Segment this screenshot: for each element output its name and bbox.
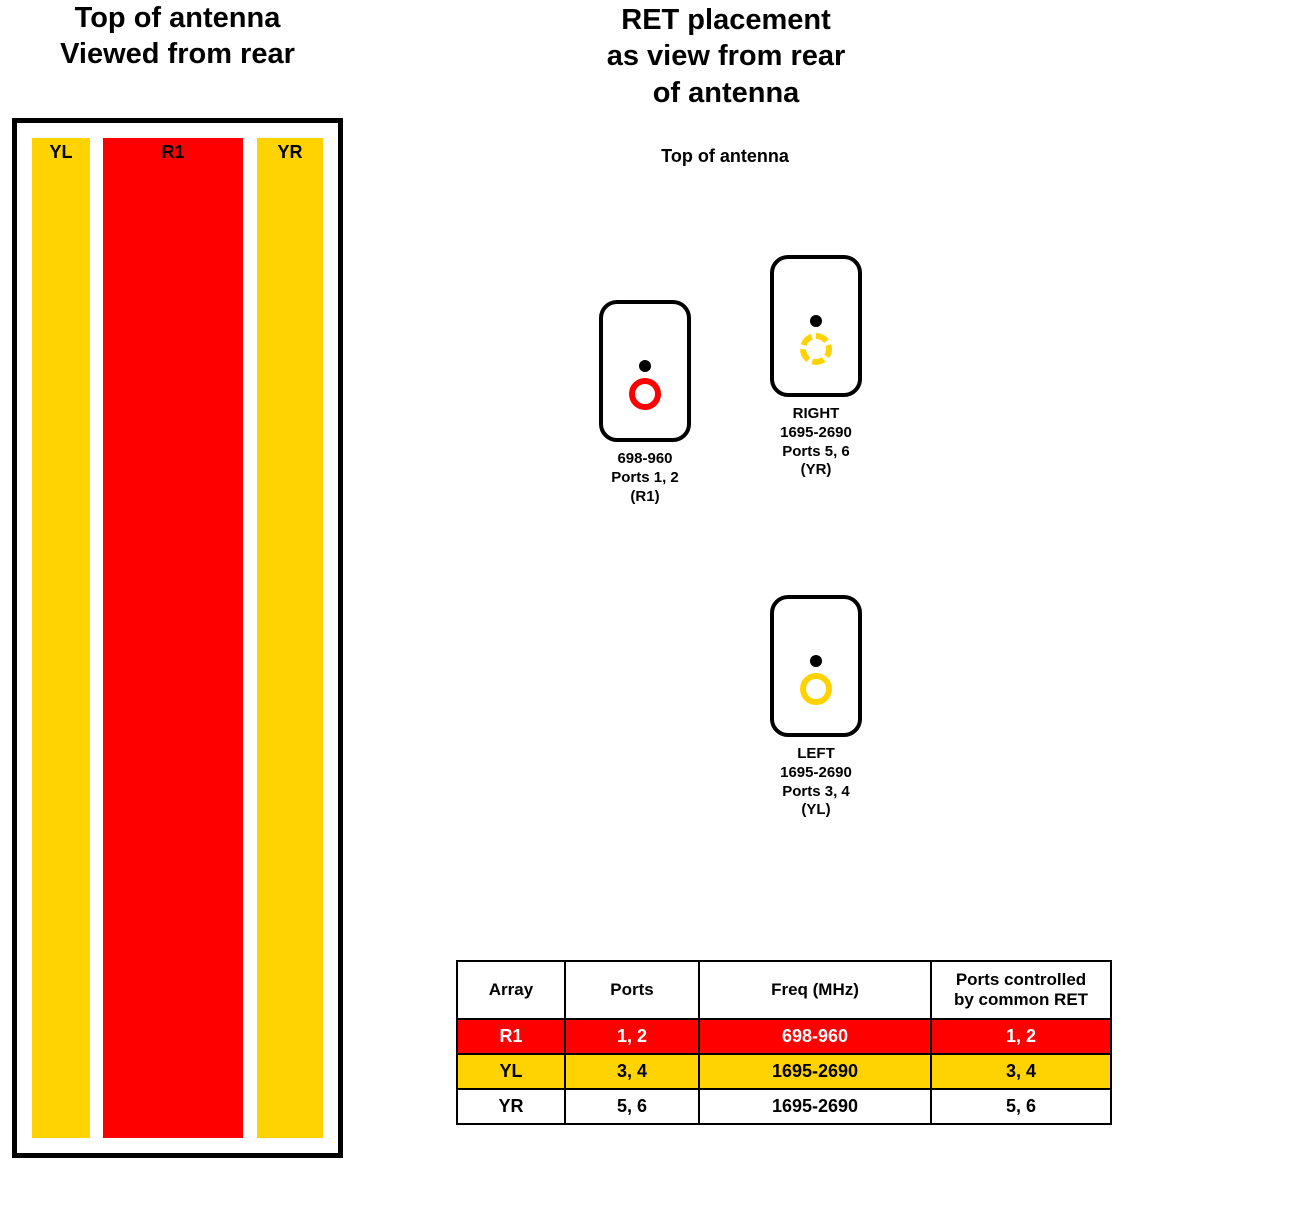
left-title: Top of antennaViewed from rear xyxy=(0,0,355,73)
ret-ring-icon xyxy=(800,673,832,705)
antenna-column-yl: YL xyxy=(32,138,90,1138)
ret-dot-icon xyxy=(810,655,822,667)
antenna-column-yr: YR xyxy=(257,138,323,1138)
ret-dot-icon xyxy=(810,315,822,327)
table-cell: 1, 2 xyxy=(565,1019,699,1054)
ret-label-r1: 698-960Ports 1, 2(R1) xyxy=(565,450,725,506)
ret-ring-icon xyxy=(629,378,661,410)
ret-module-r1 xyxy=(599,300,691,442)
table-cell: 3, 4 xyxy=(565,1054,699,1089)
table-cell: 5, 6 xyxy=(565,1089,699,1124)
array-table: ArrayPortsFreq (MHz)Ports controlledby c… xyxy=(456,960,1112,1125)
table-cell: YL xyxy=(457,1054,565,1089)
table-header: Freq (MHz) xyxy=(699,961,931,1019)
table-header: Ports controlledby common RET xyxy=(931,961,1111,1019)
right-title-text: RET placementas view from rearof antenna xyxy=(607,4,846,109)
table-cell: 5, 6 xyxy=(931,1089,1111,1124)
table-row: YR5, 61695-26905, 6 xyxy=(457,1089,1111,1124)
table-header: Ports xyxy=(565,961,699,1019)
ret-module-yr xyxy=(770,255,862,397)
antenna-column-r1: R1 xyxy=(103,138,243,1138)
ret-label-yl: LEFT1695-2690Ports 3, 4(YL) xyxy=(736,745,896,820)
antenna-rear-view: YLR1YR xyxy=(12,118,343,1158)
table-cell: 698-960 xyxy=(699,1019,931,1054)
table-cell: 1695-2690 xyxy=(699,1089,931,1124)
table-cell: 1695-2690 xyxy=(699,1054,931,1089)
ret-dot-icon xyxy=(639,360,651,372)
table-cell: 1, 2 xyxy=(931,1019,1111,1054)
table-cell: R1 xyxy=(457,1019,565,1054)
table-row: YL3, 41695-26903, 4 xyxy=(457,1054,1111,1089)
ret-ring-icon xyxy=(800,333,832,365)
ret-module-yl xyxy=(770,595,862,737)
top-of-antenna-label: Top of antenna xyxy=(560,145,890,168)
table-cell: YR xyxy=(457,1089,565,1124)
table-header: Array xyxy=(457,961,565,1019)
table-row: R11, 2698-9601, 2 xyxy=(457,1019,1111,1054)
table-cell: 3, 4 xyxy=(931,1054,1111,1089)
right-title: RET placementas view from rearof antenna xyxy=(446,2,1006,111)
left-title-text: Top of antennaViewed from rear xyxy=(60,2,295,70)
ret-label-yr: RIGHT1695-2690Ports 5, 6(YR) xyxy=(736,405,896,480)
